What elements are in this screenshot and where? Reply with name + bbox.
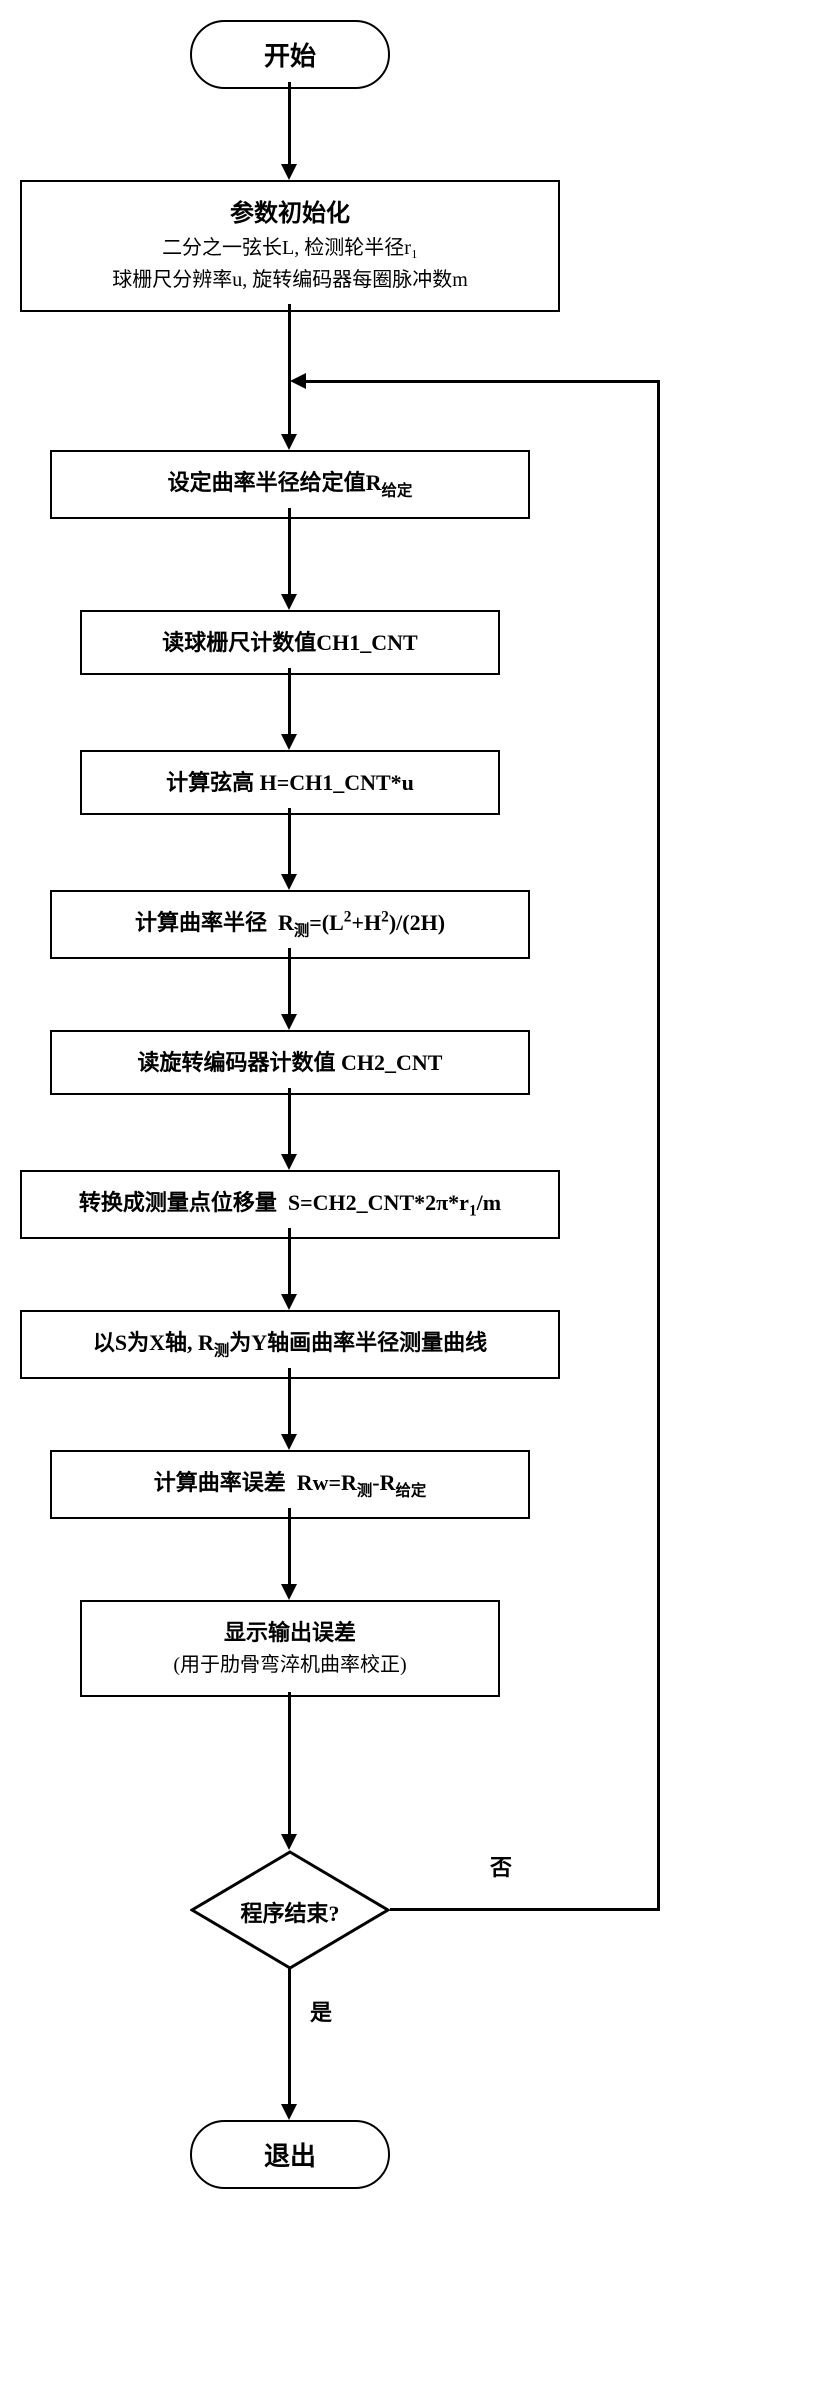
decision-node: 程序结束? xyxy=(190,1850,390,1970)
read-ch2-node: 读旋转编码器计数值 CH2_CNT xyxy=(50,1030,530,1095)
decision-label: 程序结束? xyxy=(190,1896,390,1928)
calc-r-label: 计算曲率半径 R测=(L2+H2)/(2H) xyxy=(135,910,445,935)
arrow xyxy=(288,82,291,164)
arrow xyxy=(288,1088,291,1154)
init-node: 参数初始化 二分之一弦长L, 检测轮半径r₁ 球栅尺分辨率u, 旋转编码器每圈脉… xyxy=(20,180,560,312)
arrow xyxy=(288,1508,291,1584)
arrow-head xyxy=(281,434,297,450)
arrow xyxy=(288,1228,291,1294)
loop-line-left xyxy=(306,380,660,383)
start-label: 开始 xyxy=(264,42,316,71)
start-node: 开始 xyxy=(190,20,390,89)
arrow-head xyxy=(281,164,297,180)
arrow xyxy=(288,1968,291,2104)
arrow xyxy=(288,808,291,874)
arrow-head xyxy=(281,734,297,750)
arrow-head xyxy=(281,1584,297,1600)
exit-node: 退出 xyxy=(190,2120,390,2189)
arrow-head xyxy=(281,1434,297,1450)
calc-s-label: 转换成测量点位移量 S=CH2_CNT*2π*r1/m xyxy=(79,1190,501,1215)
calc-err-label: 计算曲率误差 Rw=R测-R给定 xyxy=(154,1470,427,1495)
arrow-head xyxy=(281,594,297,610)
arrow xyxy=(288,304,291,434)
arrow-head xyxy=(281,874,297,890)
arrow xyxy=(288,508,291,594)
calc-h-node: 计算弦高 H=CH1_CNT*u xyxy=(80,750,500,815)
arrow-head xyxy=(281,1014,297,1030)
yes-label: 是 xyxy=(310,1995,332,2027)
arrow xyxy=(288,668,291,734)
arrow-head xyxy=(281,1294,297,1310)
loop-line-up xyxy=(657,380,660,1911)
arrow-head xyxy=(281,1154,297,1170)
output-sub: (用于肋骨弯淬机曲率校正) xyxy=(92,1649,488,1681)
set-r-label: 设定曲率半径给定值R给定 xyxy=(168,470,413,495)
no-label: 否 xyxy=(490,1850,512,1882)
read-ch1-label: 读球栅尺计数值CH1_CNT xyxy=(162,630,417,655)
read-ch1-node: 读球栅尺计数值CH1_CNT xyxy=(80,610,500,675)
arrow-head xyxy=(281,1834,297,1850)
arrow xyxy=(288,948,291,1014)
arrow xyxy=(288,1368,291,1434)
output-node: 显示输出误差 (用于肋骨弯淬机曲率校正) xyxy=(80,1600,500,1697)
init-title: 参数初始化 xyxy=(32,196,548,232)
plot-label: 以S为X轴, R测为Y轴画曲率半径测量曲线 xyxy=(93,1330,487,1355)
calc-h-label: 计算弦高 H=CH1_CNT*u xyxy=(166,770,414,795)
arrow xyxy=(288,1692,291,1834)
loop-line-right xyxy=(390,1908,660,1911)
output-title: 显示输出误差 xyxy=(92,1616,488,1649)
loop-arrow-head xyxy=(290,373,306,389)
arrow-head xyxy=(281,2104,297,2120)
init-line1: 二分之一弦长L, 检测轮半径r₁ xyxy=(32,232,548,264)
exit-label: 退出 xyxy=(264,2142,316,2171)
read-ch2-label: 读旋转编码器计数值 CH2_CNT xyxy=(138,1050,443,1075)
init-line2: 球栅尺分辨率u, 旋转编码器每圈脉冲数m xyxy=(32,264,548,296)
